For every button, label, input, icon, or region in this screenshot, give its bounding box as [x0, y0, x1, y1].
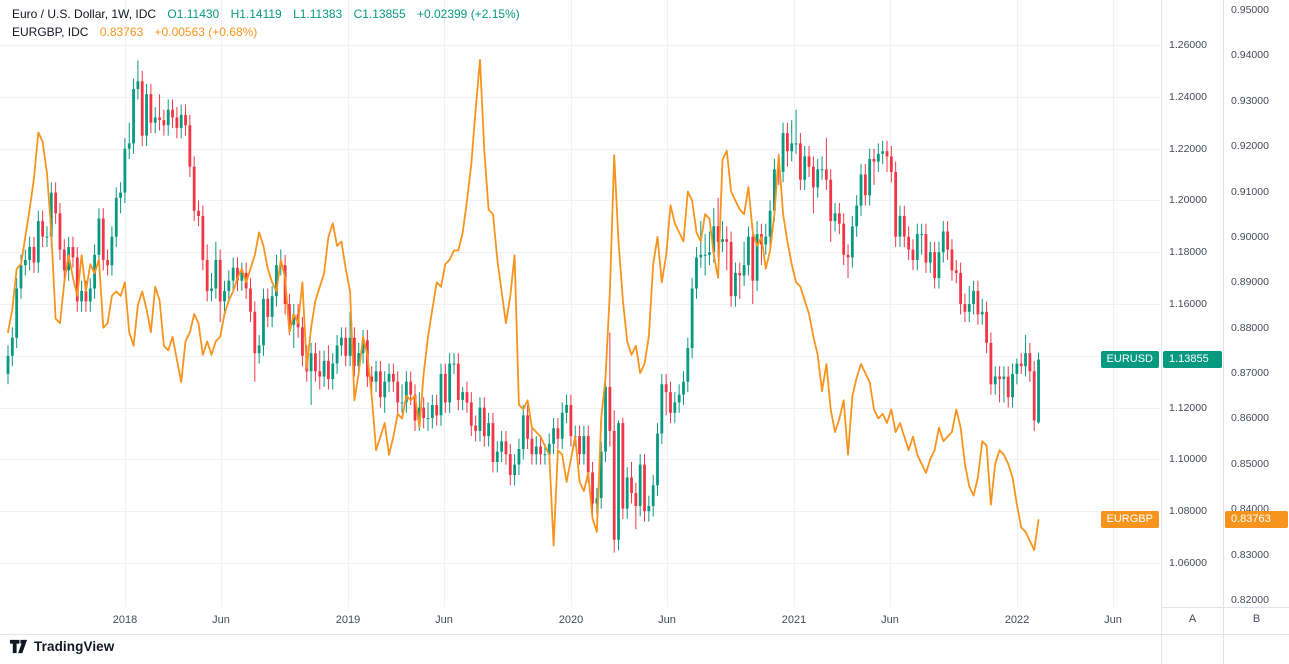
- price-axis-b[interactable]: 0.95000 0.94000 0.93000 0.92000 0.91000 0.900…: [1223, 0, 1289, 664]
- eurusd-series-tag-label: EURUSD: [1106, 353, 1153, 365]
- price-tick: 0.88000: [1231, 321, 1269, 334]
- overlay-symbol-change: +0.00563 (+0.68%): [154, 25, 258, 39]
- price-axis-a[interactable]: 1.26000 1.24000 1.22000 1.20000 1.18000 1.160…: [1161, 0, 1223, 664]
- tradingview-logo-icon: [9, 639, 28, 654]
- price-tick: 1.24000: [1169, 90, 1207, 103]
- price-tick: 1.26000: [1169, 39, 1207, 51]
- ohlc-high: H1.14119: [230, 7, 282, 21]
- ohlc-low: L1.11383: [293, 7, 343, 21]
- price-tick: 0.82000: [1231, 594, 1269, 606]
- chart-legend: Euro / U.S. Dollar, 1W, IDC O1.11430 H1.…: [12, 5, 520, 41]
- footer-separator: [0, 634, 1289, 635]
- time-tick-2022: 2022: [1004, 614, 1030, 626]
- axis-b-label[interactable]: B: [1252, 613, 1261, 625]
- price-tick: 1.20000: [1169, 194, 1207, 207]
- time-tick-jun: Jun: [1104, 614, 1122, 626]
- price-tick: 0.94000: [1231, 49, 1269, 62]
- eurgbp-price-badge: 0.83763: [1225, 511, 1288, 528]
- main-symbol-title[interactable]: Euro / U.S. Dollar, 1W, IDC: [12, 7, 157, 21]
- axis-a-label[interactable]: A: [1188, 613, 1197, 625]
- price-tick: 1.16000: [1169, 298, 1207, 310]
- price-tick: 1.12000: [1169, 401, 1207, 414]
- time-axis[interactable]: 2018 Jun 2019 Jun 2020 Jun 2021 Jun 2022 Jun: [0, 607, 1161, 634]
- price-chart-plot[interactable]: [0, 0, 1160, 607]
- price-tick: 0.85000: [1231, 457, 1269, 470]
- price-tick: 0.95000: [1231, 4, 1269, 16]
- time-tick-2020: 2020: [558, 614, 584, 626]
- overlay-symbol-title[interactable]: EURGBP, IDC: [12, 25, 89, 39]
- price-tick: 1.06000: [1169, 557, 1207, 569]
- price-tick: 1.10000: [1169, 453, 1207, 466]
- tradingview-logo[interactable]: TradingView: [9, 637, 114, 656]
- time-tick-jun: Jun: [658, 614, 676, 626]
- price-tick: 0.89000: [1231, 276, 1269, 289]
- price-tick: 0.92000: [1231, 140, 1269, 153]
- ohlc-close: C1.13855: [353, 7, 406, 21]
- eurusd-series-tag: EURUSD: [1100, 351, 1159, 368]
- time-tick-2018: 2018: [112, 614, 138, 626]
- main-symbol-change: +0.02399 (+2.15%): [416, 7, 520, 21]
- overlay-symbol-row: EURGBP, IDC 0.83763 +0.00563 (+0.68%): [12, 23, 520, 41]
- price-tick: 1.18000: [1169, 246, 1207, 259]
- time-tick-jun: Jun: [435, 614, 453, 626]
- eurusd-price-badge: 1.13855: [1163, 351, 1222, 368]
- ohlc-open: O1.11430: [167, 7, 220, 21]
- time-tick-jun: Jun: [881, 614, 899, 626]
- eurgbp-series-tag: EURGBP: [1100, 511, 1159, 528]
- price-tick: 0.83000: [1231, 548, 1269, 561]
- tradingview-logo-text: TradingView: [34, 639, 115, 654]
- price-tick: 0.86000: [1231, 412, 1269, 425]
- price-tick: 0.91000: [1231, 185, 1269, 198]
- time-tick-jun: Jun: [212, 614, 230, 626]
- main-symbol-row: Euro / U.S. Dollar, 1W, IDC O1.11430 H1.…: [12, 5, 520, 23]
- price-tick: 0.87000: [1231, 367, 1269, 380]
- price-tick: 1.08000: [1169, 505, 1207, 518]
- eurgbp-series-tag-label: EURGBP: [1106, 513, 1153, 525]
- time-tick-2019: 2019: [335, 614, 361, 626]
- time-tick-2021: 2021: [781, 614, 807, 626]
- price-tick: 0.90000: [1231, 230, 1269, 243]
- overlay-symbol-value: 0.83763: [99, 25, 144, 39]
- price-tick: 1.22000: [1169, 142, 1207, 155]
- price-tick: 0.93000: [1231, 94, 1269, 107]
